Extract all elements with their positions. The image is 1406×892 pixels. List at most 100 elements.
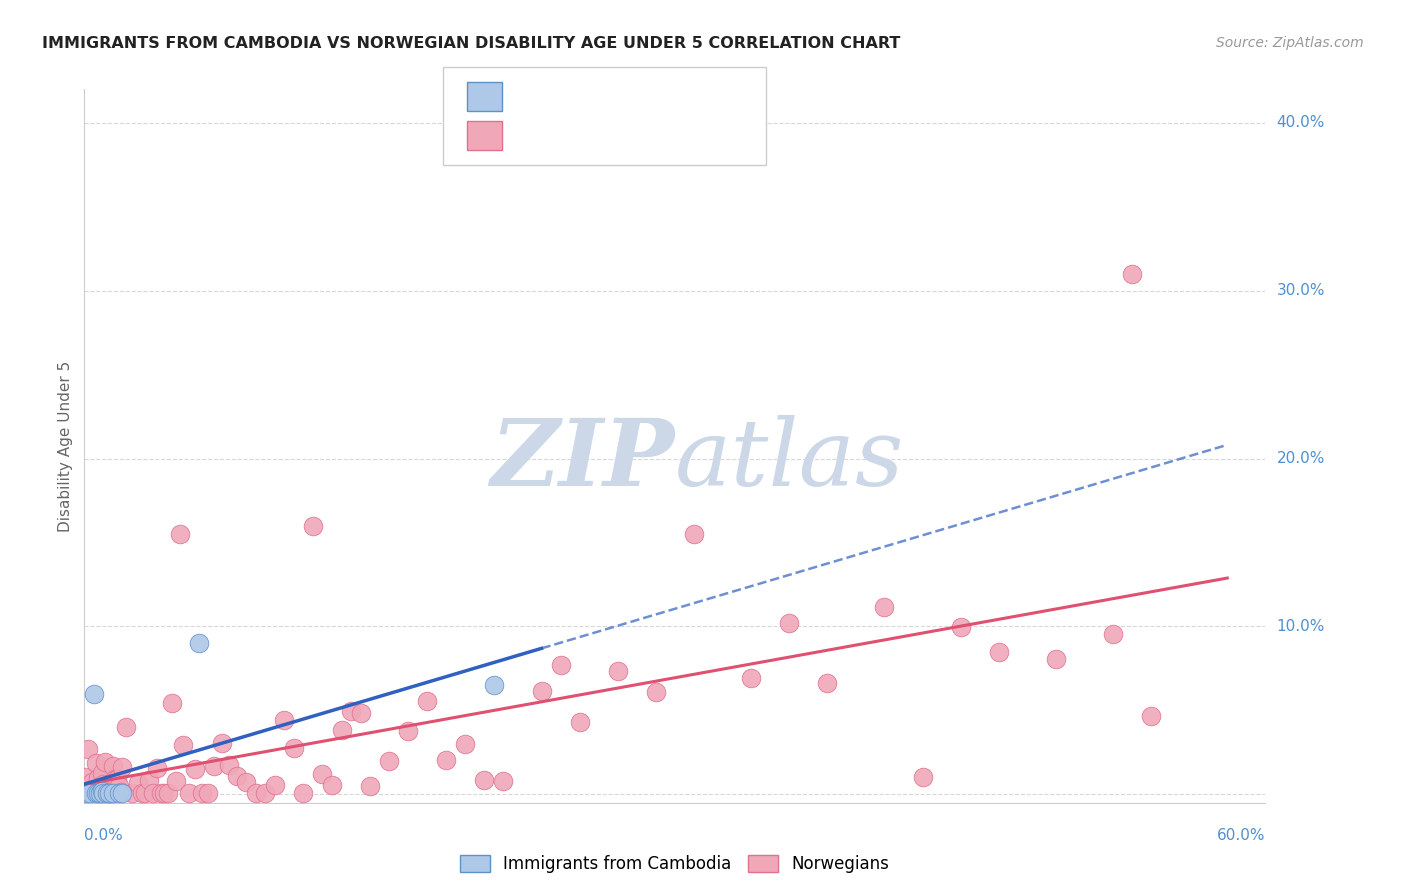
Point xyxy=(111,786,134,800)
Point xyxy=(86,786,108,800)
Point xyxy=(568,715,591,730)
Point xyxy=(111,760,134,774)
Point xyxy=(142,786,165,800)
Point xyxy=(86,771,108,785)
Point xyxy=(396,724,419,739)
Point xyxy=(1102,627,1125,641)
Point xyxy=(107,779,129,793)
Point xyxy=(104,772,127,786)
Point xyxy=(644,685,666,699)
Point xyxy=(225,769,247,783)
Point xyxy=(283,741,305,756)
Point xyxy=(96,778,118,792)
Point xyxy=(84,786,107,800)
Point xyxy=(740,671,762,685)
Point xyxy=(96,786,118,800)
Point xyxy=(378,754,401,768)
Point xyxy=(254,786,277,800)
Point xyxy=(416,694,439,708)
Point xyxy=(98,786,121,800)
Point xyxy=(482,678,505,692)
Point xyxy=(145,761,167,775)
Point xyxy=(454,737,477,751)
Point xyxy=(75,786,97,800)
Point xyxy=(149,786,172,800)
Point xyxy=(434,752,457,766)
Text: 0.0%: 0.0% xyxy=(84,828,124,843)
Point xyxy=(165,774,187,789)
Point xyxy=(191,786,214,800)
Text: atlas: atlas xyxy=(675,416,904,505)
Point xyxy=(211,735,233,749)
Point xyxy=(683,527,706,541)
Text: R = 0.454   N = 15: R = 0.454 N = 15 xyxy=(519,87,683,105)
Point xyxy=(340,704,363,718)
Point xyxy=(179,786,201,800)
Point xyxy=(273,713,295,727)
Point xyxy=(202,759,225,773)
Point xyxy=(873,600,896,615)
Point xyxy=(127,776,149,790)
Point xyxy=(321,778,343,792)
Point xyxy=(131,786,153,800)
Point xyxy=(83,783,105,797)
Point xyxy=(153,786,176,800)
Text: Source: ZipAtlas.com: Source: ZipAtlas.com xyxy=(1216,36,1364,50)
Point xyxy=(98,786,121,800)
Y-axis label: Disability Age Under 5: Disability Age Under 5 xyxy=(58,360,73,532)
Point xyxy=(330,723,353,737)
Point xyxy=(263,778,285,792)
Point xyxy=(815,676,838,690)
Text: 40.0%: 40.0% xyxy=(1277,115,1324,130)
Text: 20.0%: 20.0% xyxy=(1277,451,1324,467)
Point xyxy=(987,645,1010,659)
Point xyxy=(172,738,194,752)
Point xyxy=(187,636,209,650)
Point xyxy=(302,518,325,533)
Point xyxy=(359,779,381,793)
Point xyxy=(157,786,180,800)
Point xyxy=(83,687,105,701)
Point xyxy=(169,527,191,541)
Point xyxy=(75,770,97,784)
Point xyxy=(218,758,240,772)
Point xyxy=(492,773,515,788)
Point xyxy=(606,664,628,678)
Point xyxy=(160,696,183,710)
Point xyxy=(292,786,315,800)
Legend: Immigrants from Cambodia, Norwegians: Immigrants from Cambodia, Norwegians xyxy=(454,848,896,880)
Point xyxy=(101,786,124,800)
Point xyxy=(474,772,496,787)
Text: 30.0%: 30.0% xyxy=(1277,283,1324,298)
Point xyxy=(77,741,100,756)
Point xyxy=(1121,267,1143,281)
Point xyxy=(121,786,143,800)
Point xyxy=(134,786,156,800)
Point xyxy=(197,786,219,800)
Point xyxy=(110,785,132,799)
Point xyxy=(107,786,129,800)
Point xyxy=(235,775,257,789)
Point xyxy=(1140,708,1163,723)
Text: R = 0.392   N = 82: R = 0.392 N = 82 xyxy=(519,127,683,145)
Point xyxy=(184,762,207,776)
Text: 60.0%: 60.0% xyxy=(1218,828,1265,843)
Point xyxy=(80,775,103,789)
Point xyxy=(94,755,117,769)
Point xyxy=(93,776,115,790)
Point xyxy=(89,786,111,800)
Point xyxy=(93,786,115,800)
Point xyxy=(79,782,101,797)
Point xyxy=(101,759,124,773)
Point xyxy=(89,782,111,797)
Point xyxy=(79,786,101,800)
Point xyxy=(349,706,371,721)
Text: IMMIGRANTS FROM CAMBODIA VS NORWEGIAN DISABILITY AGE UNDER 5 CORRELATION CHART: IMMIGRANTS FROM CAMBODIA VS NORWEGIAN DI… xyxy=(42,36,901,51)
Point xyxy=(311,767,333,781)
Point xyxy=(105,772,128,787)
Point xyxy=(245,786,267,800)
Point xyxy=(550,658,572,673)
Point xyxy=(90,784,112,798)
Point xyxy=(84,756,107,770)
Point xyxy=(115,719,138,733)
